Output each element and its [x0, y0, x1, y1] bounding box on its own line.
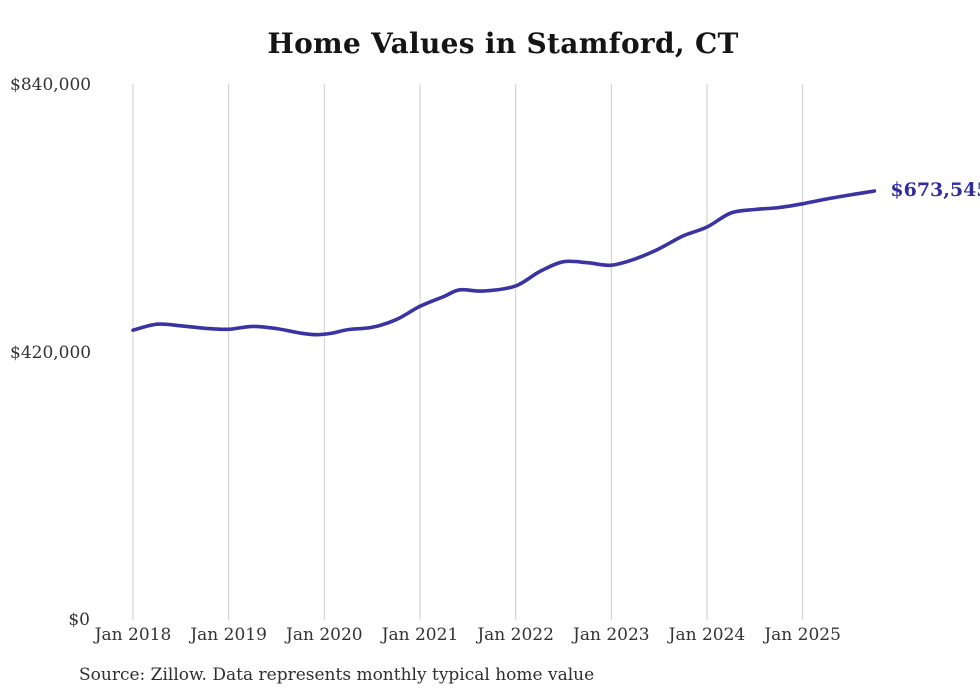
x-tick-label-5: Jan 2023 — [573, 625, 650, 645]
home-value-series-line — [131, 189, 877, 337]
x-tick-label-1: Jan 2019 — [190, 625, 267, 645]
x-tick-label-4: Jan 2022 — [477, 625, 554, 645]
source-note: Source: Zillow. Data represents monthly … — [79, 665, 595, 685]
year-gridlines — [132, 84, 804, 620]
y-tick-label-0: $840,000 — [10, 75, 92, 95]
y-tick-label-2: $0 — [68, 610, 90, 630]
x-tick-label-3: Jan 2021 — [381, 625, 459, 645]
x-tick-label-6: Jan 2024 — [668, 625, 746, 645]
x-tick-label-7: Jan 2025 — [764, 625, 841, 645]
x-tick-label-2: Jan 2020 — [286, 625, 363, 645]
end-value-label: $673,545 — [890, 179, 980, 202]
x-tick-label-0: Jan 2018 — [94, 625, 172, 645]
y-tick-label-1: $420,000 — [10, 342, 92, 363]
chart-title: Home Values in Stamford, CT — [267, 27, 739, 60]
